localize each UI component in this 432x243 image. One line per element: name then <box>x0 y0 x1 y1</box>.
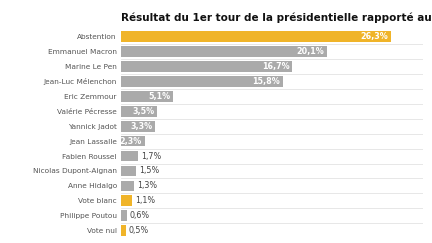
Bar <box>121 210 127 221</box>
Text: 3,3%: 3,3% <box>130 122 152 131</box>
Bar <box>121 106 157 117</box>
Bar <box>121 46 327 57</box>
Bar <box>121 121 155 131</box>
Text: 2,3%: 2,3% <box>120 137 142 146</box>
Text: 1,1%: 1,1% <box>135 196 155 205</box>
Text: 0,6%: 0,6% <box>130 211 150 220</box>
Text: Résultat du 1er tour de la présidentielle rapporté au nombre d'inscrits: Résultat du 1er tour de la présidentiell… <box>121 12 432 23</box>
Text: 1,7%: 1,7% <box>141 152 161 161</box>
Bar <box>121 151 138 161</box>
Text: 1,3%: 1,3% <box>137 181 157 191</box>
Text: 5,1%: 5,1% <box>149 92 171 101</box>
Text: 16,7%: 16,7% <box>262 62 289 71</box>
Text: 20,1%: 20,1% <box>297 47 324 56</box>
Bar <box>121 195 132 206</box>
Text: 26,3%: 26,3% <box>360 32 388 41</box>
Bar <box>121 76 283 87</box>
Bar <box>121 136 145 147</box>
Bar <box>121 31 391 42</box>
Text: 0,5%: 0,5% <box>129 226 149 235</box>
Bar <box>121 165 137 176</box>
Bar <box>121 61 292 72</box>
Bar <box>121 91 173 102</box>
Text: 3,5%: 3,5% <box>132 107 154 116</box>
Bar <box>121 225 126 236</box>
Text: 15,8%: 15,8% <box>253 77 280 86</box>
Text: 1,5%: 1,5% <box>139 166 159 175</box>
Bar <box>121 181 134 191</box>
